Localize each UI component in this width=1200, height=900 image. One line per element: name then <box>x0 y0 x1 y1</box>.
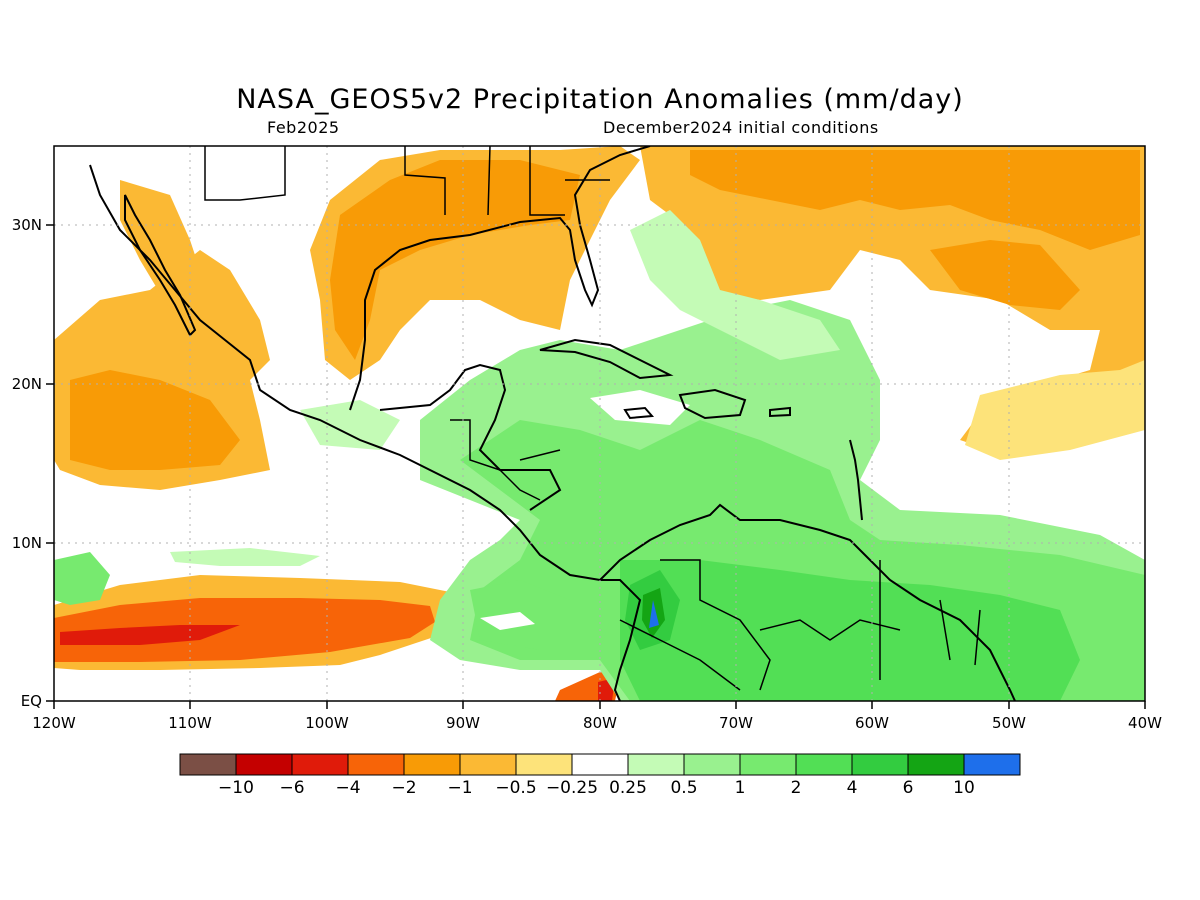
mexico-pacific-dry-core <box>70 370 240 470</box>
panama-dry-hole <box>480 612 535 630</box>
colorbar-swatch <box>571 753 629 776</box>
x-tick-label: 60W <box>855 714 889 732</box>
gulf-light-wet <box>300 400 400 450</box>
cuba <box>539 338 674 380</box>
chart-title: NASA_GEOS5v2 Precipitation Anomalies (mm… <box>236 84 964 115</box>
lesser-antilles <box>849 439 863 521</box>
colorbar-label: 6 <box>903 778 914 798</box>
colorbar <box>179 753 1021 776</box>
south-america-wet-core <box>620 560 1080 701</box>
colorbar-label: 0.5 <box>670 778 697 798</box>
colorbar-label: −2 <box>391 778 416 798</box>
colorbar-swatch <box>795 753 853 776</box>
baja-peninsula <box>124 194 197 337</box>
x-axis-labels: 120W 110W 100W 90W 80W 70W 60W 50W 40W <box>32 714 1162 732</box>
y-tick-label: 20N <box>12 375 42 393</box>
gulf-coast <box>349 146 651 411</box>
pacific-wet-patch <box>54 552 110 605</box>
south-america-borders <box>619 559 981 691</box>
colorbar-label: 10 <box>953 778 975 798</box>
initial-conditions: December2024 initial conditions <box>603 118 879 137</box>
y-axis-labels: EQ 10N 20N 30N <box>12 216 42 710</box>
x-tick-label: 90W <box>446 714 480 732</box>
colorbar-swatch <box>347 753 405 776</box>
us-state-borders <box>204 146 610 216</box>
x-tick-label: 40W <box>1128 714 1162 732</box>
colorbar-label: −1 <box>447 778 472 798</box>
colorbar-swatch <box>627 753 685 776</box>
atlantic-dry-east <box>930 240 1080 310</box>
colorbar-label: 0.25 <box>609 778 647 798</box>
anomaly-field <box>54 146 1145 701</box>
pacific-light-wet <box>170 548 320 566</box>
panama-pacific-wet <box>470 580 610 650</box>
coastlines <box>89 146 1016 701</box>
colorbar-swatch <box>403 753 461 776</box>
atlantic-dry-south <box>965 360 1145 460</box>
x-tick-label: 50W <box>992 714 1026 732</box>
colorbar-swatch <box>739 753 797 776</box>
colorbar-swatch <box>683 753 741 776</box>
baja-dry-region <box>120 180 210 330</box>
colorbar-label: 2 <box>791 778 802 798</box>
colorbar-label: −0.25 <box>546 778 598 798</box>
colorbar-label: −10 <box>218 778 254 798</box>
x-tick-label: 100W <box>305 714 349 732</box>
equatorial-pacific-dry-max <box>60 625 240 645</box>
hispaniola <box>678 388 747 420</box>
colorbar-swatch <box>907 753 965 776</box>
equatorial-pacific-dry-core <box>54 598 435 662</box>
south-america-north-coast <box>599 503 1016 701</box>
colorbar-label: 1 <box>735 778 746 798</box>
gulf-dry-core <box>330 160 580 360</box>
x-tick-label: 120W <box>32 714 76 732</box>
colorbar-swatch <box>459 753 517 776</box>
y-tick-label: 30N <box>12 216 42 234</box>
colorbar-label: −6 <box>279 778 304 798</box>
x-tick-label: 70W <box>719 714 753 732</box>
colorbar-label: −0.5 <box>495 778 536 798</box>
forecast-month: Feb2025 <box>267 118 340 137</box>
colorbar-swatch <box>963 753 1021 776</box>
yucatan-coast <box>379 363 562 511</box>
y-tick-label: 10N <box>12 534 42 552</box>
colorbar-labels: −10 −6 −4 −2 −1 −0.5 −0.25 0.25 0.5 1 2 4 6 10 <box>218 778 975 798</box>
colorbar-label: −4 <box>335 778 360 798</box>
colorbar-swatch <box>235 753 293 776</box>
axis-ticks <box>46 224 1146 709</box>
jamaica <box>623 406 655 420</box>
x-tick-label: 80W <box>583 714 617 732</box>
puerto-rico <box>769 406 791 418</box>
x-tick-label: 110W <box>168 714 212 732</box>
colorbar-swatch <box>179 753 237 776</box>
central-america-borders <box>450 419 561 501</box>
colorbar-swatch <box>291 753 349 776</box>
graticule <box>54 146 1145 701</box>
colorbar-swatch <box>851 753 909 776</box>
y-tick-label: EQ <box>21 692 42 710</box>
bahamas-wet <box>630 210 840 360</box>
colorbar-swatch <box>515 753 573 776</box>
colorbar-label: 4 <box>847 778 858 798</box>
colombia-wet-extreme <box>649 600 659 628</box>
